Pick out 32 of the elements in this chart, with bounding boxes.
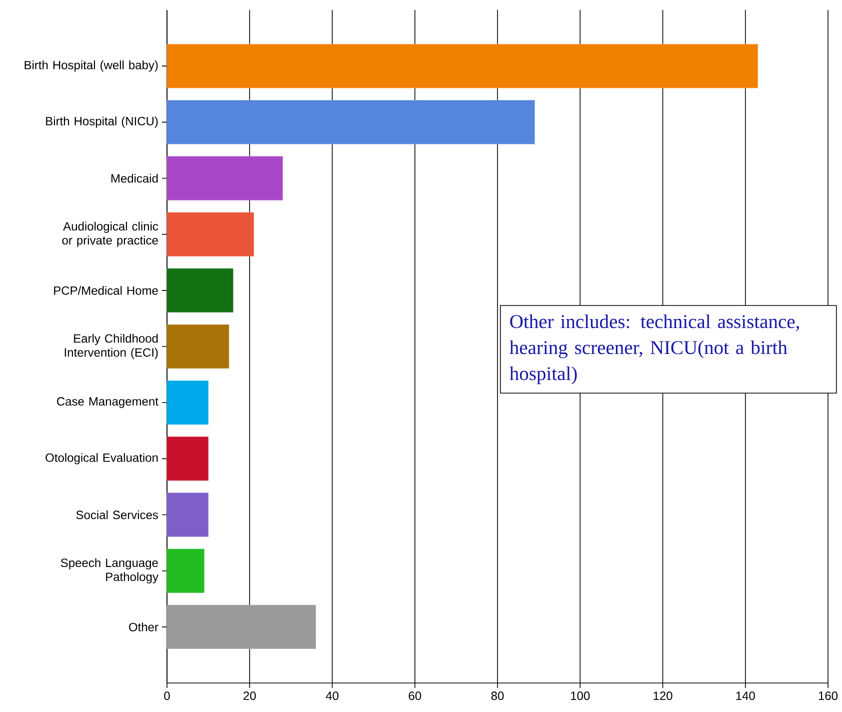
x-tick-label: 40 xyxy=(326,692,338,700)
y-tick-label: Speech Language Pathology xyxy=(60,558,158,584)
x-tick-label: 60 xyxy=(408,692,422,700)
bar xyxy=(166,492,209,537)
bar xyxy=(166,100,535,144)
y-tick-label: PCP/Medical Home xyxy=(54,286,158,295)
y-tick-label: Early Childhood Intervention (ECI) xyxy=(64,334,158,360)
bar xyxy=(166,436,209,481)
bar xyxy=(166,268,234,312)
x-tick-label: 140 xyxy=(736,692,755,700)
y-tick-label: Social Services xyxy=(76,510,158,520)
bar xyxy=(166,604,316,649)
y-tick-label: Other xyxy=(129,622,158,632)
bar xyxy=(166,212,254,256)
y-tick-label: Birth Hospital (NICU) xyxy=(46,116,158,128)
x-tick-label: 80 xyxy=(491,692,504,700)
x-tick-label: 20 xyxy=(244,692,256,700)
bar xyxy=(166,156,283,200)
bar xyxy=(166,380,209,425)
x-tick-label: 100 xyxy=(571,692,590,700)
x-tick-label: 0 xyxy=(164,692,170,700)
y-tick-label: Audiological clinic or private practice xyxy=(62,222,158,247)
y-tick-label: Case Management xyxy=(57,397,158,408)
bar xyxy=(166,44,758,88)
annotation: Other includes: technical assistance, hearing screener, NICU(not a birth hospital) xyxy=(510,314,799,384)
bar xyxy=(166,548,204,593)
y-tick-label: Otological Evaluation xyxy=(46,453,158,464)
x-tick-label: 120 xyxy=(654,692,672,700)
x-tick-label: 160 xyxy=(818,692,838,700)
y-tick-label: Birth Hospital (well baby) xyxy=(24,60,158,72)
bar xyxy=(166,324,230,369)
y-tick-label: Medicaid xyxy=(111,174,158,183)
